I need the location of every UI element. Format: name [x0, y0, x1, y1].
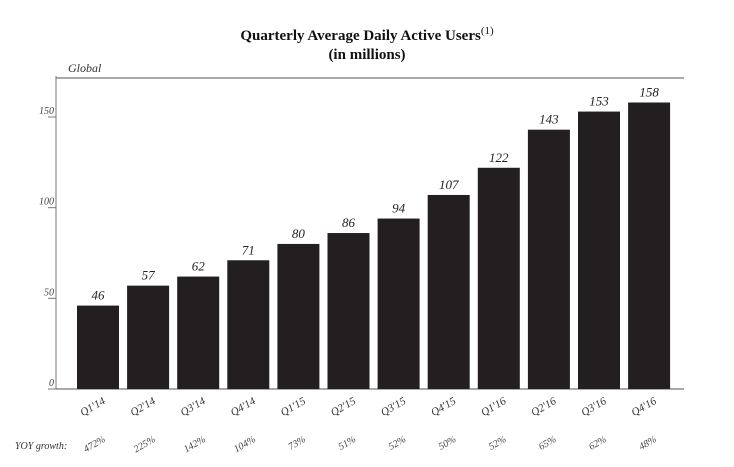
bar-value-label: 46: [92, 288, 106, 303]
bar-value-label: 86: [342, 215, 356, 230]
bar-value-label: 57: [142, 268, 156, 283]
y-tick-label: 100: [39, 197, 54, 208]
bar-value-label: 80: [292, 226, 306, 241]
bar: [77, 305, 119, 389]
yoy-growth-label: 472%: [82, 434, 108, 455]
panel-label: Global: [68, 61, 102, 75]
yoy-growth-label: 50%: [437, 434, 458, 453]
bar: [177, 276, 220, 389]
x-tick-label: Q3'14: [178, 395, 208, 419]
x-tick-label: Q3'15: [379, 395, 409, 419]
x-tick-label: Q2'16: [529, 395, 559, 419]
y-tick-label: 50: [44, 287, 54, 298]
bar: [628, 102, 671, 389]
bar-value-label: 94: [392, 201, 406, 216]
x-tick-label: Q2'14: [128, 395, 158, 419]
x-tick-label: Q2'15: [329, 395, 359, 419]
x-tick-label: Q4'16: [629, 395, 659, 419]
bar: [327, 233, 370, 389]
chart-title-text: Quarterly Average Daily Active Users: [240, 28, 481, 44]
x-tick-label: Q3'16: [579, 395, 609, 419]
bar: [578, 111, 620, 389]
bar: [227, 260, 270, 389]
chart-title-footnote: (1): [480, 25, 494, 37]
x-tick-label: Q1'15: [279, 395, 309, 419]
bar-value-label: 107: [439, 177, 459, 192]
chart-subtitle: (in millions): [328, 47, 406, 63]
yoy-growth-title: YOY growth:: [15, 441, 68, 452]
x-tick-label: Q1'14: [78, 395, 108, 419]
yoy-growth-label: 51%: [337, 434, 358, 453]
yoy-growth-label: 73%: [287, 434, 308, 453]
chart-title-block: Quarterly Average Daily Active Users(1) …: [0, 22, 734, 65]
bar: [127, 285, 170, 389]
y-tick-label: 0: [49, 378, 54, 389]
bar: [527, 129, 570, 389]
bar-value-label: 71: [242, 242, 255, 257]
bar: [477, 167, 520, 389]
yoy-growth-label: 65%: [537, 434, 558, 453]
yoy-growth-label: 52%: [487, 434, 508, 453]
yoy-growth-label: 104%: [232, 434, 258, 455]
y-tick-label: 150: [39, 106, 54, 117]
x-tick-label: Q4'15: [429, 395, 459, 419]
chart-title: Quarterly Average Daily Active Users(1): [0, 22, 734, 46]
bar: [377, 218, 420, 389]
bar-value-label: 62: [192, 259, 206, 274]
x-tick-label: Q4'14: [229, 395, 259, 419]
x-tick-label: Q1'16: [479, 395, 509, 419]
bar-value-label: 158: [639, 84, 659, 99]
yoy-growth-label: 62%: [587, 434, 608, 453]
bar: [277, 243, 320, 389]
yoy-growth-label: 52%: [387, 434, 408, 453]
bar: [427, 194, 470, 389]
bar-value-label: 153: [589, 94, 609, 109]
yoy-growth-label: 142%: [182, 434, 208, 455]
yoy-growth-label: 225%: [132, 434, 158, 455]
yoy-growth-label: 48%: [637, 434, 658, 453]
bar-value-label: 122: [489, 150, 509, 165]
bar-value-label: 143: [539, 112, 559, 127]
